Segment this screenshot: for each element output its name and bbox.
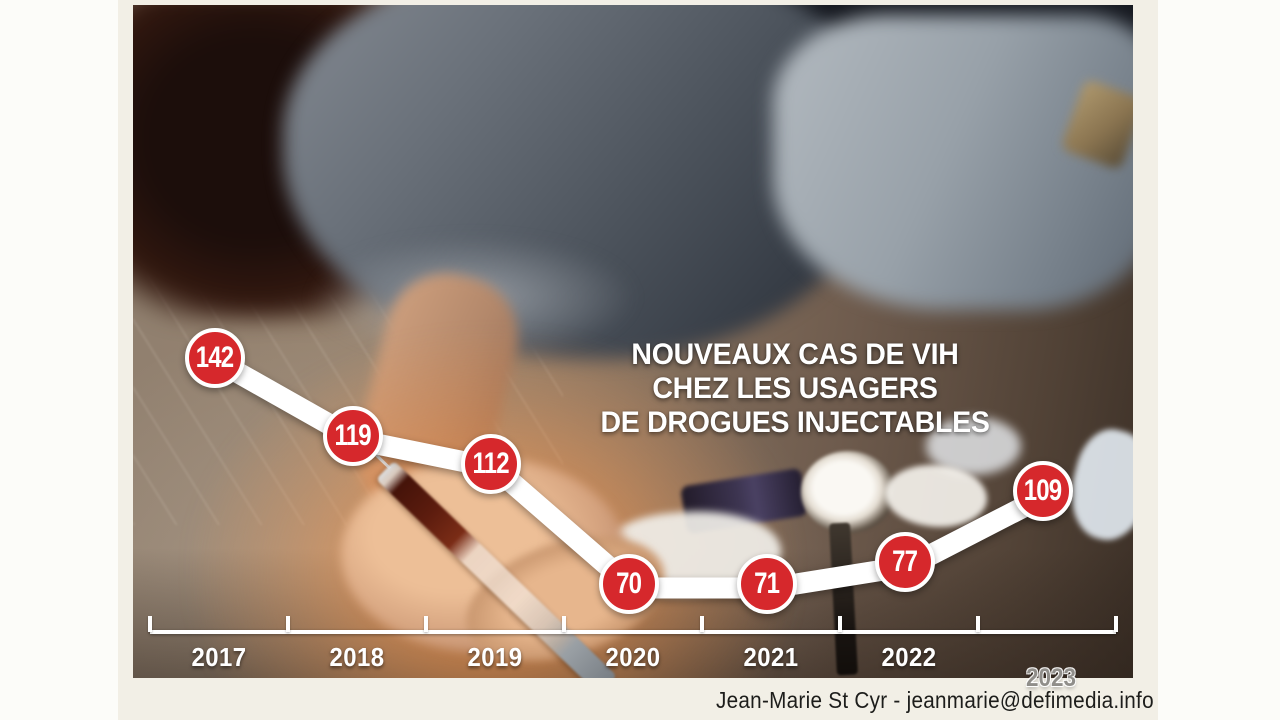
x-axis-tick (562, 616, 566, 632)
data-point-value: 71 (754, 567, 780, 600)
data-point-2019: 112 (461, 434, 521, 494)
x-axis-tick (1114, 616, 1118, 632)
x-axis-tick (286, 616, 290, 632)
data-point-value: 112 (472, 447, 510, 480)
data-point-value: 142 (196, 341, 234, 374)
data-point-2017: 142 (185, 328, 245, 388)
x-axis-tick (976, 616, 980, 632)
x-axis-year-label-2022: 2022 (881, 642, 937, 672)
photo-overdose-scene: NOUVEAUX CAS DE VIH CHEZ LES USAGERS DE … (133, 5, 1133, 678)
chart-title: NOUVEAUX CAS DE VIH CHEZ LES USAGERS DE … (581, 338, 1009, 440)
powder-spill (885, 465, 987, 527)
spoon-with-powder (801, 451, 895, 533)
data-point-2023: 109 (1013, 461, 1073, 521)
chart-title-line3: DE DROGUES INJECTABLES (600, 406, 990, 439)
credit-byline: Jean-Marie St Cyr - jeanmarie@defimedia.… (716, 687, 1154, 713)
x-axis-year-label-2021: 2021 (743, 642, 799, 672)
data-point-2020: 70 (599, 554, 659, 614)
x-axis-year-label-2017: 2017 (191, 642, 247, 672)
x-axis-tick (424, 616, 428, 632)
data-point-value: 109 (1024, 474, 1062, 507)
data-point-value: 119 (334, 419, 372, 452)
x-axis-tick (700, 616, 704, 632)
data-point-2018: 119 (323, 406, 383, 466)
x-axis-tick (148, 616, 152, 632)
data-point-value: 77 (892, 545, 918, 578)
person-jeans (773, 15, 1133, 310)
x-axis-year-label-2019: 2019 (467, 642, 523, 672)
chart-title-line1: NOUVEAUX CAS DE VIH (631, 338, 959, 371)
data-point-2021: 71 (737, 554, 797, 614)
x-axis-tick (838, 616, 842, 632)
x-axis-line (150, 630, 1116, 634)
x-axis-year-label-2018: 2018 (329, 642, 385, 672)
data-point-value: 70 (616, 567, 642, 600)
x-axis-year-label-2023: 2023 (1025, 664, 1077, 692)
x-axis-year-label-2020: 2020 (605, 642, 661, 672)
chart-title-line2: CHEZ LES USAGERS (652, 372, 938, 405)
data-point-2022: 77 (875, 532, 935, 592)
